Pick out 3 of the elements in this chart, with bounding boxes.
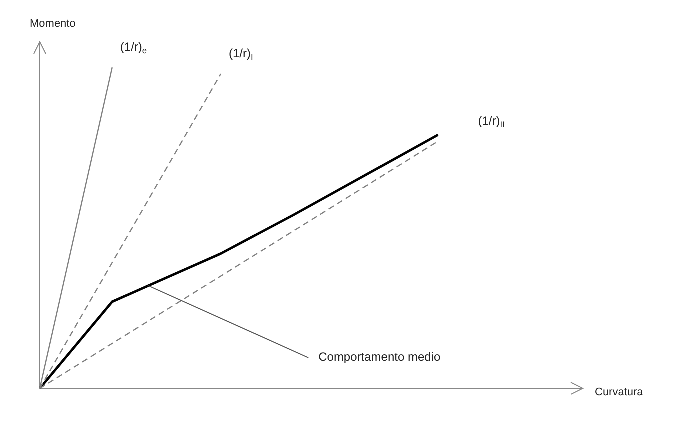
y-axis-title: Momento	[30, 18, 76, 30]
annotation: Comportamento medio	[318, 350, 441, 364]
x-axis-title: Curvatura	[595, 386, 644, 399]
